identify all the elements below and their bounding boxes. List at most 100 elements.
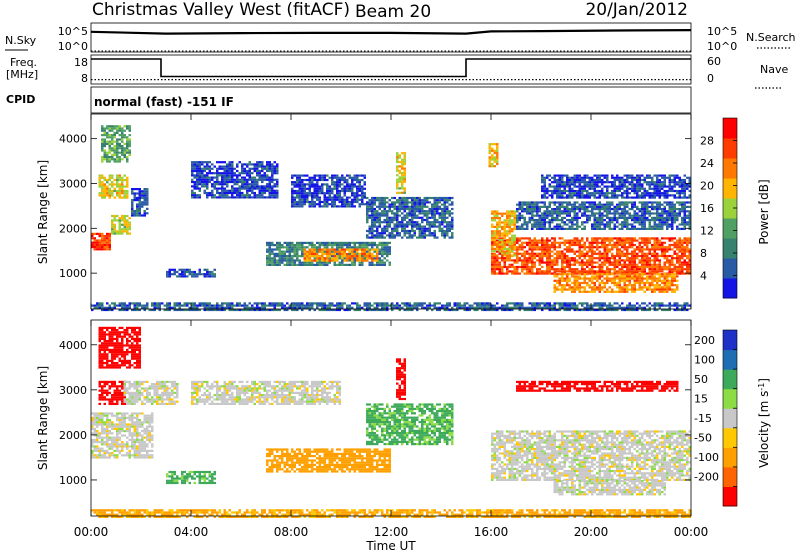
data-cell (401, 187, 404, 190)
data-cell (333, 252, 336, 256)
data-cell (538, 248, 541, 251)
data-cell (333, 241, 336, 244)
data-cell (376, 236, 379, 239)
data-cell (631, 252, 634, 255)
data-cell (448, 221, 451, 224)
data-cell (241, 178, 244, 181)
data-cell (518, 208, 521, 211)
data-cell (116, 230, 119, 233)
data-cell (291, 192, 294, 195)
data-cell (96, 241, 99, 244)
data-cell (598, 214, 601, 217)
data-cell (401, 212, 404, 215)
data-cell (298, 194, 301, 197)
data-cell (413, 207, 416, 211)
data-cell (683, 252, 686, 255)
data-cell (521, 208, 524, 211)
data-cell (523, 210, 526, 213)
data-cell (588, 176, 591, 179)
data-cell (596, 248, 599, 251)
data-cell (218, 187, 221, 190)
data-cell (366, 236, 369, 239)
data-cell (533, 261, 536, 264)
data-cell (661, 183, 664, 186)
data-cell (566, 208, 569, 211)
data-cell (493, 272, 496, 275)
data-cell (593, 225, 596, 228)
data-cell (538, 223, 541, 226)
data-cell (641, 252, 644, 255)
data-cell (226, 163, 229, 166)
data-cell (671, 259, 674, 262)
data-cell (378, 205, 381, 208)
data-cell (498, 219, 501, 222)
data-cell (558, 178, 561, 182)
data-cell (511, 214, 514, 217)
data-cell (373, 210, 376, 213)
data-cell (616, 246, 619, 249)
data-cell (596, 174, 599, 177)
data-cell (648, 196, 651, 199)
data-cell (278, 255, 281, 258)
data-cell (376, 216, 379, 219)
data-cell (371, 263, 374, 266)
data-cell (613, 259, 616, 262)
data-cell (268, 263, 271, 266)
data-cell (101, 192, 104, 195)
data-cell (103, 185, 106, 188)
data-cell (443, 205, 446, 208)
data-cell (521, 237, 524, 240)
data-cell (546, 212, 549, 215)
data-cell (596, 178, 599, 182)
data-cell (496, 268, 499, 271)
data-cell (116, 232, 119, 235)
data-cell (321, 200, 324, 204)
data-cell (101, 147, 104, 150)
data-cell (653, 189, 656, 193)
data-cell (588, 241, 591, 244)
data-cell (241, 185, 244, 188)
data-cell (523, 246, 526, 249)
data-cell (613, 227, 616, 230)
data-cell (496, 217, 499, 220)
data-cell (686, 248, 689, 251)
data-cell (503, 221, 506, 224)
data-cell (588, 248, 591, 251)
data-cell (586, 239, 589, 242)
data-cell (631, 261, 634, 264)
data-cell (513, 265, 516, 269)
data-cell (326, 255, 329, 258)
data-cell (516, 261, 519, 264)
data-cell (111, 158, 114, 161)
data-cell (311, 203, 314, 206)
data-cell (421, 234, 424, 237)
data-cell (348, 255, 351, 258)
data-cell (511, 234, 514, 237)
data-cell (428, 196, 431, 200)
data-cell (421, 207, 424, 211)
data-cell (441, 229, 444, 233)
data-cell (648, 227, 651, 230)
data-cell (393, 223, 396, 226)
data-cell (686, 265, 689, 269)
data-cell (578, 178, 581, 182)
data-cell (106, 136, 109, 139)
data-cell (676, 183, 679, 186)
data-cell (323, 178, 326, 182)
data-cell (123, 153, 126, 156)
data-cell (541, 223, 544, 226)
data-cell (338, 189, 341, 193)
data-cell (641, 214, 644, 217)
data-cell (646, 201, 649, 204)
data-cell (401, 174, 404, 177)
data-cell (588, 181, 591, 184)
data-cell (396, 174, 399, 177)
data-cell (681, 248, 684, 251)
data-cell (213, 183, 216, 186)
data-cell (108, 189, 111, 193)
data-cell (673, 250, 676, 253)
data-cell (586, 219, 589, 222)
data-cell (668, 237, 671, 240)
data-cell (363, 250, 366, 253)
data-cell (421, 201, 424, 204)
